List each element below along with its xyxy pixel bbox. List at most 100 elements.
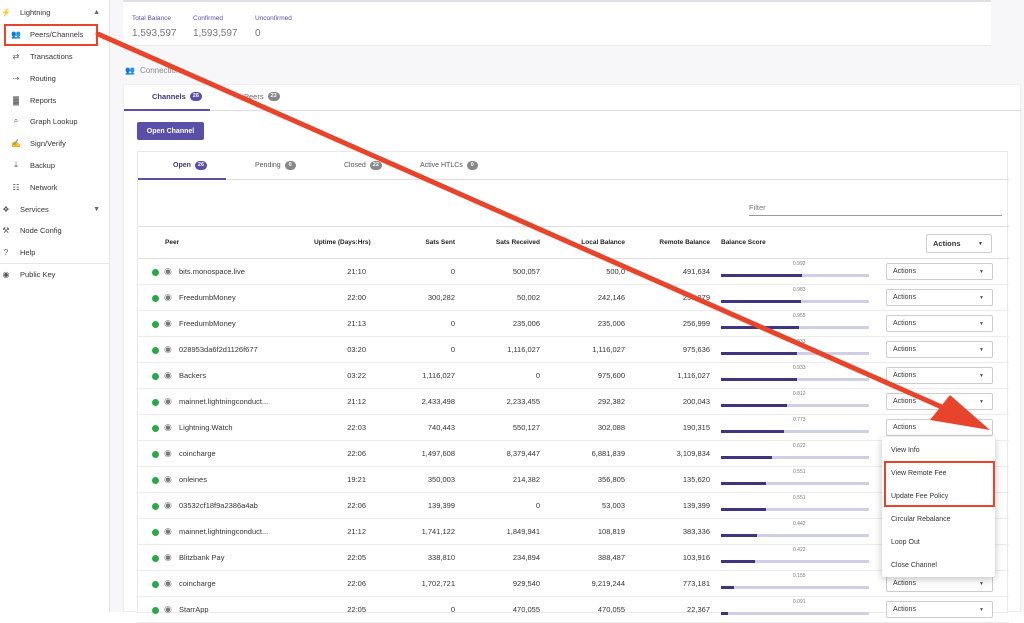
table-row: ◉ StarrApp 22:05 0 470,055 470,055 22,367 0.091…: [138, 597, 1009, 623]
balance-score-value: 0.992: [793, 261, 806, 267]
remote-balance-cell: 190,315: [682, 423, 710, 432]
eye-icon[interactable]: ◉: [164, 318, 172, 328]
filter-input[interactable]: [749, 200, 1002, 216]
eye-icon[interactable]: ◉: [164, 578, 172, 588]
peer-alias[interactable]: Lightning.Watch: [179, 423, 233, 432]
sidebar-item-network[interactable]: ☷ Network: [0, 177, 110, 197]
eye-icon[interactable]: ◉: [164, 370, 172, 380]
peer-alias[interactable]: StarrApp: [179, 605, 209, 614]
online-status-dot: [152, 529, 159, 536]
row-actions-select[interactable]: Actions ▼: [886, 419, 993, 436]
sidebar-item-peers-channels[interactable]: 👥 Peers/Channels: [0, 24, 110, 44]
sidebar-item-node-config[interactable]: ⚒ Node Config: [0, 220, 110, 240]
row-actions-select[interactable]: Actions ▼: [886, 601, 993, 618]
sidebar-item-reports[interactable]: ▓ Reports: [0, 90, 110, 110]
row-actions-select[interactable]: Actions ▼: [886, 263, 993, 280]
eye-icon[interactable]: ◉: [164, 422, 172, 432]
menu-view-info[interactable]: View Info: [891, 447, 920, 454]
eye-icon[interactable]: ◉: [164, 552, 172, 562]
row-actions-select[interactable]: Actions ▼: [886, 575, 993, 592]
peer-alias[interactable]: Blitzbank Pay: [179, 553, 225, 562]
col-sats-received[interactable]: Sats Received: [495, 239, 540, 246]
uptime-cell: 21:10: [347, 267, 366, 276]
eye-icon[interactable]: ◉: [164, 500, 172, 510]
peer-alias[interactable]: 03532cf18f9a2386a4ab: [179, 501, 258, 510]
tab-peers[interactable]: Peers 23: [244, 92, 280, 101]
people-icon: 👥: [11, 29, 21, 39]
row-actions-select[interactable]: Actions ▼: [886, 315, 993, 332]
sidebar-item-label: Network: [30, 182, 58, 192]
local-balance-cell: 292,382: [597, 397, 625, 406]
subtab-pending[interactable]: Pending 0: [255, 161, 296, 170]
eye-icon[interactable]: ◉: [164, 448, 172, 458]
row-actions-label: Actions: [893, 294, 916, 301]
htlcs-count-badge: 0: [466, 161, 478, 170]
menu-view-remote-fee[interactable]: View Remote Fee: [891, 470, 947, 477]
row-actions-select[interactable]: Actions ▼: [886, 367, 993, 384]
col-local-balance[interactable]: Local Balance: [581, 239, 625, 246]
sidebar-item-routing[interactable]: ⇢ Routing: [0, 68, 110, 88]
tab-channels[interactable]: Channels 26: [152, 92, 202, 101]
peer-alias[interactable]: coincharge: [179, 449, 216, 458]
row-actions-select[interactable]: Actions ▼: [886, 393, 993, 410]
peer-alias[interactable]: bits.monospace.live: [179, 267, 245, 276]
uptime-cell: 03:20: [347, 345, 366, 354]
peer-alias[interactable]: onleines: [179, 475, 207, 484]
online-status-dot: [152, 451, 159, 458]
eye-icon[interactable]: ◉: [164, 396, 172, 406]
uptime-cell: 22:05: [347, 553, 366, 562]
online-status-dot: [152, 321, 159, 328]
sats-sent-cell: 1,741,122: [421, 527, 455, 536]
people-icon: 👥: [125, 66, 135, 75]
eye-icon[interactable]: ◉: [164, 266, 172, 276]
sidebar-item-lightning[interactable]: ⚡ Lightning ▲: [0, 2, 110, 22]
peer-alias[interactable]: FreedumbMoney: [179, 319, 236, 328]
col-remote-balance[interactable]: Remote Balance: [659, 239, 710, 246]
eye-icon[interactable]: ◉: [164, 604, 172, 614]
row-actions-select[interactable]: Actions ▼: [886, 341, 993, 358]
subtab-open[interactable]: Open 26: [173, 161, 208, 170]
uptime-cell: 22:03: [347, 423, 366, 432]
sidebar-item-graph-lookup[interactable]: ⌕ Graph Lookup: [0, 111, 110, 131]
sidebar-item-transactions[interactable]: ⇄ Transactions: [0, 46, 110, 66]
local-balance-cell: 500,0: [606, 267, 625, 276]
peer-alias[interactable]: mainnet.lightningconduct...: [179, 397, 269, 406]
sidebar-item-services[interactable]: ❖ Services ▼: [0, 199, 110, 219]
sidebar-item-help[interactable]: ? Help: [0, 242, 110, 262]
menu-close-channel[interactable]: Close Channel: [891, 562, 937, 569]
sidebar-divider: [0, 263, 110, 264]
sidebar-item-backup[interactable]: ⤓ Backup: [0, 155, 110, 175]
row-actions-select[interactable]: Actions ▼: [886, 289, 993, 306]
peers-count-badge: 23: [267, 92, 280, 101]
table-row: ◉ mainnet.lightningconduct... 21:12 2,433,4…: [138, 389, 1009, 415]
eye-icon[interactable]: ◉: [164, 292, 172, 302]
peer-alias[interactable]: coincharge: [179, 579, 216, 588]
open-channel-button[interactable]: Open Channel: [137, 122, 204, 140]
sidebar-item-label: Backup: [30, 160, 56, 170]
menu-circular-rebalance[interactable]: Circular Rebalance: [891, 516, 951, 523]
col-uptime[interactable]: Uptime (Days:Hrs): [314, 239, 371, 246]
col-balance-score[interactable]: Balance Score: [721, 239, 766, 246]
peer-alias[interactable]: FreedumbMoney: [179, 293, 236, 302]
balance-score-bar: [721, 482, 869, 485]
table-row: ◉ bits.monospace.live 21:10 0 500,057 500,0 49…: [138, 259, 1009, 285]
subtab-closed[interactable]: Closed 22: [344, 161, 382, 170]
subtab-active-htlcs[interactable]: Active HTLCs 0: [420, 161, 478, 170]
sidebar-item-sign-verify[interactable]: ✍ Sign/Verify: [0, 133, 110, 153]
eye-icon[interactable]: ◉: [164, 474, 172, 484]
header-actions-select[interactable]: Actions ▼: [926, 234, 992, 253]
eye-icon[interactable]: ◉: [164, 526, 172, 536]
col-sats-sent[interactable]: Sats Sent: [425, 239, 455, 246]
peer-alias[interactable]: 028953da6f2d1126f677: [179, 345, 258, 354]
eye-icon[interactable]: ◉: [164, 344, 172, 354]
sidebar-item-public-key[interactable]: ◉ Public Key: [0, 264, 110, 284]
menu-update-fee-policy[interactable]: Update Fee Policy: [891, 493, 949, 500]
balance-score-value: 0.551: [793, 469, 806, 475]
subtab-closed-label: Closed: [344, 162, 366, 169]
menu-loop-out[interactable]: Loop Out: [891, 539, 920, 546]
balance-score-value: 0.933: [793, 365, 806, 371]
peer-alias[interactable]: mainnet.lightningconduct...: [179, 527, 269, 536]
col-peer[interactable]: Peer: [165, 239, 180, 246]
sats-sent-cell: 300,282: [427, 293, 455, 302]
peer-alias[interactable]: Backers: [179, 371, 207, 380]
